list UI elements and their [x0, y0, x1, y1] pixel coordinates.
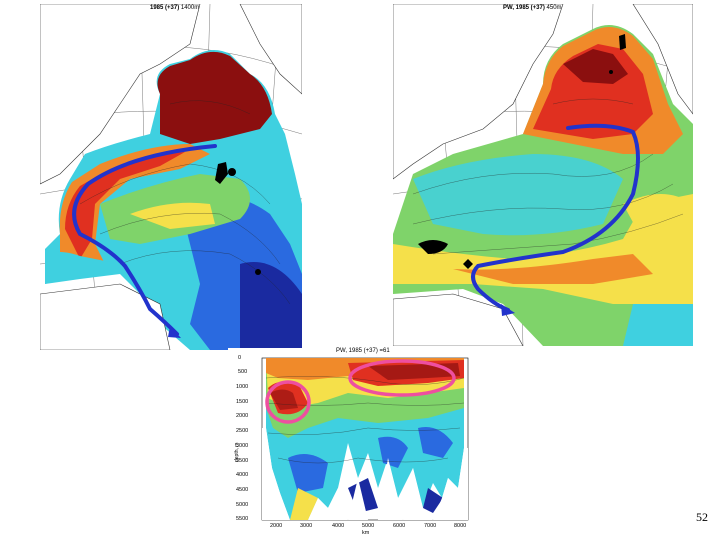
map-figure-1400m [40, 4, 302, 350]
x-tick: 2000 [270, 523, 283, 529]
y-tick: 0 [238, 355, 242, 361]
y-tick: 4000 [236, 472, 249, 478]
x-tick: 6000 [393, 523, 406, 529]
y-tick: 5000 [236, 502, 249, 508]
y-tick: 500 [238, 369, 248, 375]
y-tick: 1500 [236, 399, 249, 405]
section-panel: PW, 1985 (+37) =61 depth, m 0 500 1000 1… [228, 348, 476, 538]
y-tick: 1000 [236, 384, 249, 390]
map-panel-450m: PW, 1985 (+37) 450m [393, 4, 693, 346]
y-tick: 3000 [236, 443, 249, 449]
y-tick: 2000 [236, 413, 249, 419]
map-title-bold: PW, 1985 (+37) [503, 5, 545, 11]
map-title-450m: PW, 1985 (+37) 450m [503, 5, 562, 11]
section-figure [228, 348, 476, 538]
x-tick: 5000 [362, 523, 375, 529]
x-tick: 8000 [454, 523, 467, 529]
y-tick: 2500 [236, 428, 249, 434]
map-title-bold: 1985 (+37) [150, 5, 180, 11]
section-title: PW, 1985 (+37) =61 [336, 348, 390, 354]
map-figure-450m [393, 4, 693, 346]
x-tick: 4000 [332, 523, 345, 529]
map-title-1400m: 1985 (+37) 1400m [150, 5, 199, 11]
section-xlabel: km [362, 530, 370, 536]
y-tick: 4500 [236, 487, 249, 493]
y-tick: 5500 [236, 516, 249, 522]
x-tick: 7000 [424, 523, 437, 529]
page-number: 52 [696, 510, 708, 524]
map-title-rest: 450m [544, 5, 562, 11]
y-tick: 3500 [236, 458, 249, 464]
map-panel-1400m: 1985 (+37) 1400m [40, 4, 302, 350]
x-tick: 3000 [300, 523, 313, 529]
map-title-rest: 1400m [179, 5, 200, 11]
